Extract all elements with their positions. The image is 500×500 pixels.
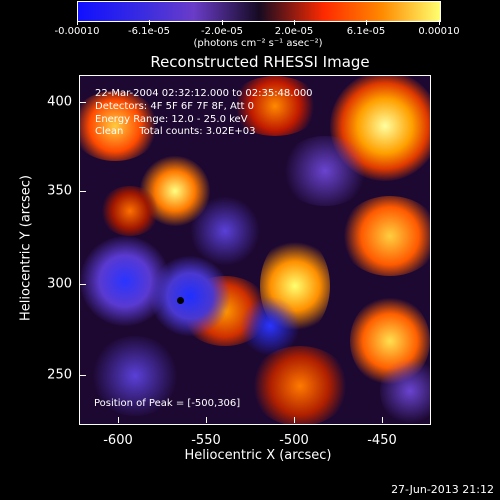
info-time-range: 22-Mar-2004 02:32:12.000 to 02:35:48.000 (95, 88, 313, 99)
dark-blob (380, 356, 430, 424)
dark-blob (280, 136, 370, 206)
colorbar-tick (366, 20, 367, 25)
x-axis-tick (118, 417, 119, 423)
colorbar-tick (294, 20, 295, 25)
x-axis-tick-label: -450 (367, 433, 397, 448)
y-axis-tick-label: 300 (47, 276, 72, 292)
colorbar-units: (photons cm⁻² s⁻¹ asec⁻²) (193, 38, 323, 49)
info-energy-range: Energy Range: 12.0 - 25.0 keV (95, 114, 248, 125)
dark-blob (150, 256, 230, 336)
image-title: Reconstructed RHESSI Image (150, 53, 370, 71)
colorbar-tick (439, 20, 440, 25)
y-axis-tick (80, 191, 86, 192)
info-detectors: Detectors: 4F 5F 6F 7F 8F, Att 0 (95, 101, 255, 112)
colorbar-label: -0.00010 (54, 26, 100, 37)
x-axis-tick-label: -500 (279, 433, 309, 448)
y-axis-tick-label: 250 (47, 367, 72, 383)
x-axis-tick (382, 417, 383, 423)
y-axis-tick (80, 375, 86, 376)
dark-blob (190, 196, 260, 266)
colorbar-label: -6.1e-05 (128, 26, 170, 37)
x-axis-tick (206, 417, 207, 423)
x-axis-tick-label: -550 (191, 433, 221, 448)
dark-blob (90, 336, 180, 416)
peak-marker (177, 297, 184, 304)
x-axis-tick-label: -600 (103, 433, 133, 448)
rhessi-image (79, 75, 431, 425)
colorbar-label: 2.0e-05 (274, 26, 314, 37)
colorbar-label: -2.0e-05 (201, 26, 243, 37)
y-axis-tick (80, 102, 86, 103)
colorbar (77, 1, 441, 22)
peak-position: Position of Peak = [-500,306] (94, 398, 241, 409)
y-axis-tick (80, 284, 86, 285)
bright-blob (250, 346, 350, 424)
colorbar-tick (222, 20, 223, 25)
bright-blob (100, 186, 160, 236)
y-axis-tick-label: 350 (47, 183, 72, 199)
bright-blob (80, 91, 160, 161)
timestamp: 27-Jun-2013 21:12 (391, 483, 494, 496)
colorbar-label: 0.00010 (418, 26, 460, 37)
bright-blob (340, 196, 430, 276)
y-axis-label: Heliocentric Y (arcsec) (18, 175, 34, 321)
colorbar-tick (77, 20, 78, 25)
info-counts: Clean Total counts: 3.02E+03 (95, 126, 256, 137)
colorbar-label: 6.1e-05 (346, 26, 386, 37)
bright-blob (230, 76, 320, 136)
x-axis-label: Heliocentric X (arcsec) (184, 448, 332, 463)
x-axis-tick (294, 417, 295, 423)
colorbar-tick (149, 20, 150, 25)
dark-blob (240, 296, 300, 356)
y-axis-tick-label: 400 (47, 94, 72, 110)
